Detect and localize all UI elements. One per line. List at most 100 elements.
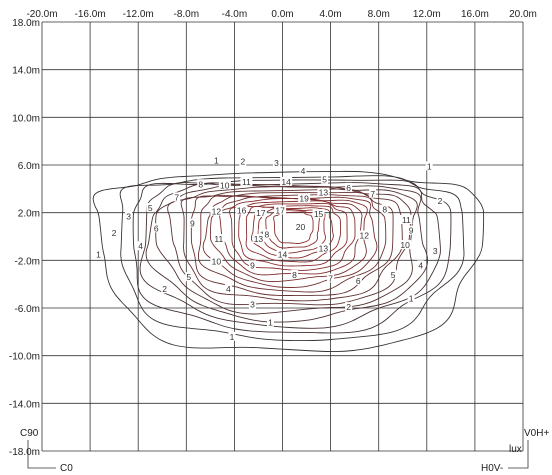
contour-line-11	[202, 195, 378, 288]
y-tick-label: -6.0m	[14, 304, 40, 315]
contour-label-bg	[276, 249, 289, 259]
contour-label-bg	[252, 234, 265, 244]
x-tick-label: -20.0m	[26, 9, 57, 20]
contour-label-bg	[240, 176, 253, 186]
contour-label-bg	[369, 188, 377, 198]
x-tick-label: -4.0m	[222, 9, 248, 20]
contour-value-label: 1	[268, 317, 273, 327]
contour-label-bg	[95, 249, 103, 259]
contour-value-label: 11	[214, 234, 223, 244]
contour-value-label: 5	[322, 174, 327, 184]
contour-value-label: 4	[226, 284, 231, 294]
contour-value-label: 1	[230, 332, 235, 342]
contour-value-label: 7	[328, 273, 333, 283]
contour-value-label: 1	[96, 250, 101, 260]
contour-label-bg	[298, 193, 311, 203]
contour-label-bg	[110, 228, 118, 238]
contour-value-label: 10	[220, 180, 230, 190]
contour-value-label: 6	[356, 276, 361, 286]
contour-value-label: 5	[148, 203, 153, 213]
contour-label-bg	[274, 205, 287, 215]
contour-label-bg	[239, 156, 247, 166]
contour-label-bg	[125, 211, 133, 221]
h0v-label: H0V-	[481, 463, 503, 474]
contour-value-label: 6	[154, 223, 159, 233]
contour-value-label: 14	[278, 250, 288, 260]
contour-label-bg	[248, 299, 256, 309]
contour-label-bg	[254, 207, 267, 217]
contour-value-label: 3	[433, 246, 438, 256]
x-tick-label: 16.0m	[461, 9, 489, 20]
y-tick-label: 14.0m	[12, 66, 40, 77]
contour-value-label: 8	[198, 179, 203, 189]
contour-value-label: 4	[301, 166, 306, 176]
contour-line-20	[273, 211, 314, 244]
contour-value-label: 7	[174, 192, 179, 202]
contour-line-14	[229, 200, 356, 271]
contour-label-bg	[417, 260, 425, 270]
contour-label-bg	[436, 195, 444, 205]
contour-label-bg	[345, 182, 353, 192]
contour-value-label: 1	[427, 161, 432, 171]
contour-value-label: 4	[138, 241, 143, 251]
c90-label: C90	[20, 428, 39, 439]
contour-label-bg	[389, 269, 397, 279]
contour-value-label: 7	[370, 189, 375, 199]
contour-label-bg	[188, 218, 196, 228]
contour-value-label: 20	[296, 222, 306, 232]
contour-labels: 1 2 34567812345678910109111213141520191314…	[95, 155, 444, 342]
contour-label-bg	[381, 204, 389, 214]
contour-line-4	[139, 182, 441, 329]
contour-label-bg	[407, 293, 415, 303]
contour-label-bg	[299, 166, 307, 176]
contour-value-label: 2	[240, 157, 245, 167]
contour-label-bg	[146, 203, 154, 213]
contour-label-bg	[212, 234, 225, 244]
contour-line-2	[119, 175, 465, 342]
y-tick-label: 2.0m	[18, 209, 40, 220]
y-tick-label: 18.0m	[12, 18, 40, 29]
contour-line-9	[190, 191, 394, 296]
contour-label-bg	[280, 176, 293, 186]
contour-value-label: 17	[256, 208, 266, 218]
h0v-indicator	[508, 440, 529, 469]
contour-line-17	[250, 206, 334, 259]
contour-value-label: 9	[190, 219, 195, 229]
y-tick-label: 6.0m	[18, 161, 40, 172]
contour-value-label: 13	[319, 188, 329, 198]
contour-value-label: 19	[299, 194, 309, 204]
contour-value-label: 10	[212, 257, 222, 267]
contour-value-label: 11	[402, 215, 411, 225]
x-axis-ticks: -20.0m -16.0m -12.0m -8.0m -4.0m 0.0m 4.0m 8.0m…	[26, 9, 536, 20]
y-tick-label: -18.0m	[9, 447, 40, 458]
contour-value-label: 3	[250, 300, 255, 310]
contour-line-5	[145, 182, 429, 323]
contour-label-bg	[266, 317, 274, 327]
contour-value-label: 2	[346, 302, 351, 312]
contour-line-10	[197, 194, 387, 293]
contour-value-label: 5	[186, 272, 191, 282]
contour-label-bg	[248, 260, 256, 270]
contour-value-label: 3	[274, 158, 279, 168]
contour-value-label: 9	[409, 226, 414, 236]
y-tick-label: 10.0m	[12, 113, 40, 124]
x-tick-label: -8.0m	[174, 9, 200, 20]
contour-label-bg	[137, 241, 145, 251]
contour-label-bg	[224, 284, 232, 294]
contour-value-label: 8	[382, 204, 387, 214]
contour-value-label: 1	[409, 294, 414, 304]
y-tick-label: -2.0m	[14, 256, 40, 267]
contour-value-label: 8	[292, 270, 297, 280]
lux-unit-label: lux	[509, 444, 522, 455]
contour-value-label: 15	[314, 209, 324, 219]
contour-label-bg	[272, 157, 280, 167]
x-tick-label: 12.0m	[413, 9, 441, 20]
contour-value-label: 2	[438, 196, 443, 206]
contour-label-bg	[327, 273, 335, 283]
contour-label-bg	[431, 245, 439, 255]
contour-label-bg	[212, 155, 220, 165]
contour-value-label: 11	[242, 177, 251, 187]
contour-value-label: 18	[260, 229, 270, 239]
contour-label-bg	[185, 272, 193, 282]
contour-value-label: 17	[275, 205, 285, 215]
